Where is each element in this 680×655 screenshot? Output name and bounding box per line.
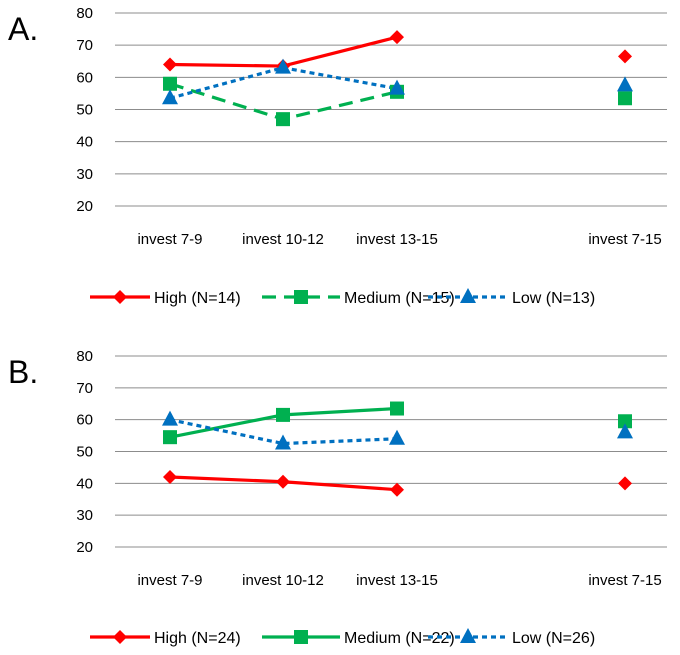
chart-panel-b: B. 80 70 60 50 40 30 20 invest 7-9 invest 10-12 in… (8, 348, 667, 647)
data-point (618, 49, 632, 64)
data-point (162, 410, 178, 426)
y-tick-label: 70 (76, 37, 93, 54)
data-point (163, 469, 177, 484)
data-point (275, 434, 291, 450)
legend-marker (113, 290, 127, 304)
data-point (617, 423, 633, 439)
legend-label: Medium (N=15) (344, 290, 455, 307)
data-point (389, 79, 405, 95)
y-tick-label: 40 (76, 134, 93, 151)
x-tick-label: invest 10-12 (242, 231, 324, 248)
legend-label: High (N=24) (154, 630, 241, 647)
data-point (618, 91, 632, 106)
legend-label: Low (N=26) (512, 630, 595, 647)
data-point (390, 401, 404, 416)
data-point (390, 30, 404, 45)
y-tick-label: 80 (76, 348, 93, 365)
y-tick-label: 20 (76, 539, 93, 556)
y-tick-label: 50 (76, 444, 93, 461)
y-tick-label: 80 (76, 5, 93, 22)
x-tick-label: invest 7-9 (137, 231, 202, 248)
data-point (276, 474, 290, 489)
data-point (390, 482, 404, 497)
x-tick-label: invest 10-12 (242, 572, 324, 589)
panel-label: A. (8, 11, 38, 47)
data-point (618, 414, 632, 429)
x-tick-label: invest 7-15 (588, 231, 661, 248)
x-tick-label: invest 7-15 (588, 572, 661, 589)
legend-label: High (N=14) (154, 290, 241, 307)
data-point (163, 430, 177, 445)
series-line (169, 418, 398, 446)
data-point (276, 407, 290, 422)
data-point (389, 429, 405, 445)
legend-marker (460, 628, 476, 643)
data-point (163, 57, 177, 72)
data-point (618, 476, 632, 491)
y-tick-label: 60 (76, 412, 93, 429)
legend-marker (294, 630, 308, 644)
y-tick-label: 30 (76, 507, 93, 524)
y-tick-label: 70 (76, 380, 93, 397)
x-tick-label: invest 7-9 (137, 572, 202, 589)
y-tick-label: 60 (76, 69, 93, 86)
data-point (162, 89, 178, 105)
y-tick-label: 30 (76, 166, 93, 183)
data-point (617, 76, 633, 92)
panel-label: B. (8, 354, 38, 390)
legend-marker (460, 288, 476, 303)
y-tick-label: 40 (76, 475, 93, 492)
x-tick-label: invest 13-15 (356, 572, 438, 589)
data-point (275, 58, 291, 74)
y-tick-label: 50 (76, 102, 93, 119)
chart-panel-a: A. 80 70 60 50 40 30 20 invest 7-9 invest 10-12 in… (8, 5, 667, 307)
legend-marker (294, 290, 308, 304)
legend-marker (113, 630, 127, 644)
y-tick-label: 20 (76, 198, 93, 215)
data-point (276, 112, 290, 127)
legend-label: Medium (N=22) (344, 630, 455, 647)
x-tick-label: invest 13-15 (356, 231, 438, 248)
data-point (163, 76, 177, 91)
legend-label: Low (N=13) (512, 290, 595, 307)
